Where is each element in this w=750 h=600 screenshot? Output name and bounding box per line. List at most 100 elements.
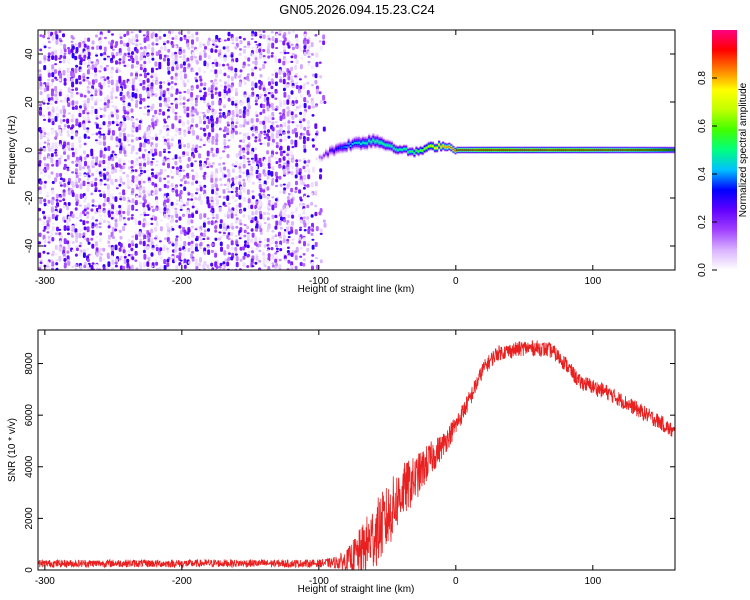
noise-cell [43,156,47,161]
noise-cell [302,208,306,212]
noise-cell [66,118,70,124]
noise-cell [99,99,103,102]
noise-cell [282,247,286,250]
noise-cell [43,147,46,152]
noise-cell [46,102,50,105]
noise-cell [243,243,247,248]
noise-cell [95,156,99,161]
noise-cell [271,177,275,182]
noise-cell [47,55,51,59]
noise-cell [114,219,118,223]
noise-cell [55,267,59,270]
noise-cell [282,190,286,194]
noise-cell [56,226,59,232]
snr-line [38,340,675,570]
noise-cell [274,121,278,124]
noise-cell [70,93,74,98]
noise-cell [67,87,71,93]
noise-cell [171,43,175,48]
noise-cell [82,252,86,258]
noise-cell [258,173,262,178]
noise-cell [207,132,211,138]
noise-cell [122,196,126,201]
noise-cell [179,184,183,187]
noise-cell [174,186,178,189]
noise-cell [95,225,99,229]
noise-cell [142,79,146,85]
noise-cell [155,51,159,57]
noise-cell [226,258,230,262]
noise-cell [58,232,62,236]
noise-cell [51,226,55,232]
noise-cell [295,159,299,163]
noise-cell [75,247,79,252]
track-cell [415,149,418,152]
noise-cell [155,143,158,148]
noise-cell [274,171,278,177]
noise-cell [83,174,87,177]
noise-cell [167,91,171,95]
noise-cell [203,52,207,58]
noise-cell [271,264,275,268]
noise-cell [227,66,231,71]
track-cell [425,147,428,149]
noise-cell [86,115,90,120]
noise-cell [266,48,270,54]
noise-cell [146,223,150,226]
noise-cell [254,204,258,210]
noise-cell [218,114,222,119]
noise-cell [166,40,170,44]
noise-cell [147,180,151,184]
noise-cell [303,33,307,37]
noise-cell [314,181,318,187]
noise-cell [87,253,91,256]
noise-cell [95,168,99,173]
noise-cell [271,148,274,152]
noise-cell [119,168,123,172]
noise-cell [195,210,199,215]
noise-cell [170,81,174,84]
noise-cell [274,234,278,238]
noise-cell [239,210,243,213]
noise-cell [111,246,114,252]
noise-cell [78,244,82,248]
noise-cell [235,36,239,42]
noise-cell [135,88,139,93]
noise-cell [270,241,274,245]
noise-cell [307,105,311,110]
noise-cell [74,264,78,268]
noise-cell [110,91,114,96]
noise-cell [274,225,278,230]
noise-cell [303,222,307,228]
noise-cell [158,108,162,113]
noise-cell [47,235,51,240]
noise-cell [296,124,299,128]
noise-cell [71,213,75,219]
noise-cell [38,154,42,160]
noise-cell [303,169,307,173]
noise-cell [174,249,178,253]
noise-cell [214,78,217,83]
noise-cell [286,106,290,110]
noise-cell [203,251,207,256]
noise-cell [167,267,171,270]
noise-cell [263,244,267,248]
noise-cell [187,247,191,253]
noise-cell [302,133,305,136]
noise-cell [46,261,50,266]
noise-cell [127,55,131,58]
noise-cell [114,264,118,268]
noise-cell [86,76,90,79]
noise-cell [278,258,282,262]
noise-cell [182,57,186,62]
noise-cell [231,42,235,45]
noise-cell [107,255,110,259]
noise-cell [178,130,182,136]
noise-cell [234,130,238,135]
noise-cell [66,67,70,74]
noise-cell [302,136,306,140]
noise-cell [302,211,306,215]
noise-cell [114,184,118,188]
noise-cell [142,135,146,139]
noise-cell [183,186,187,191]
